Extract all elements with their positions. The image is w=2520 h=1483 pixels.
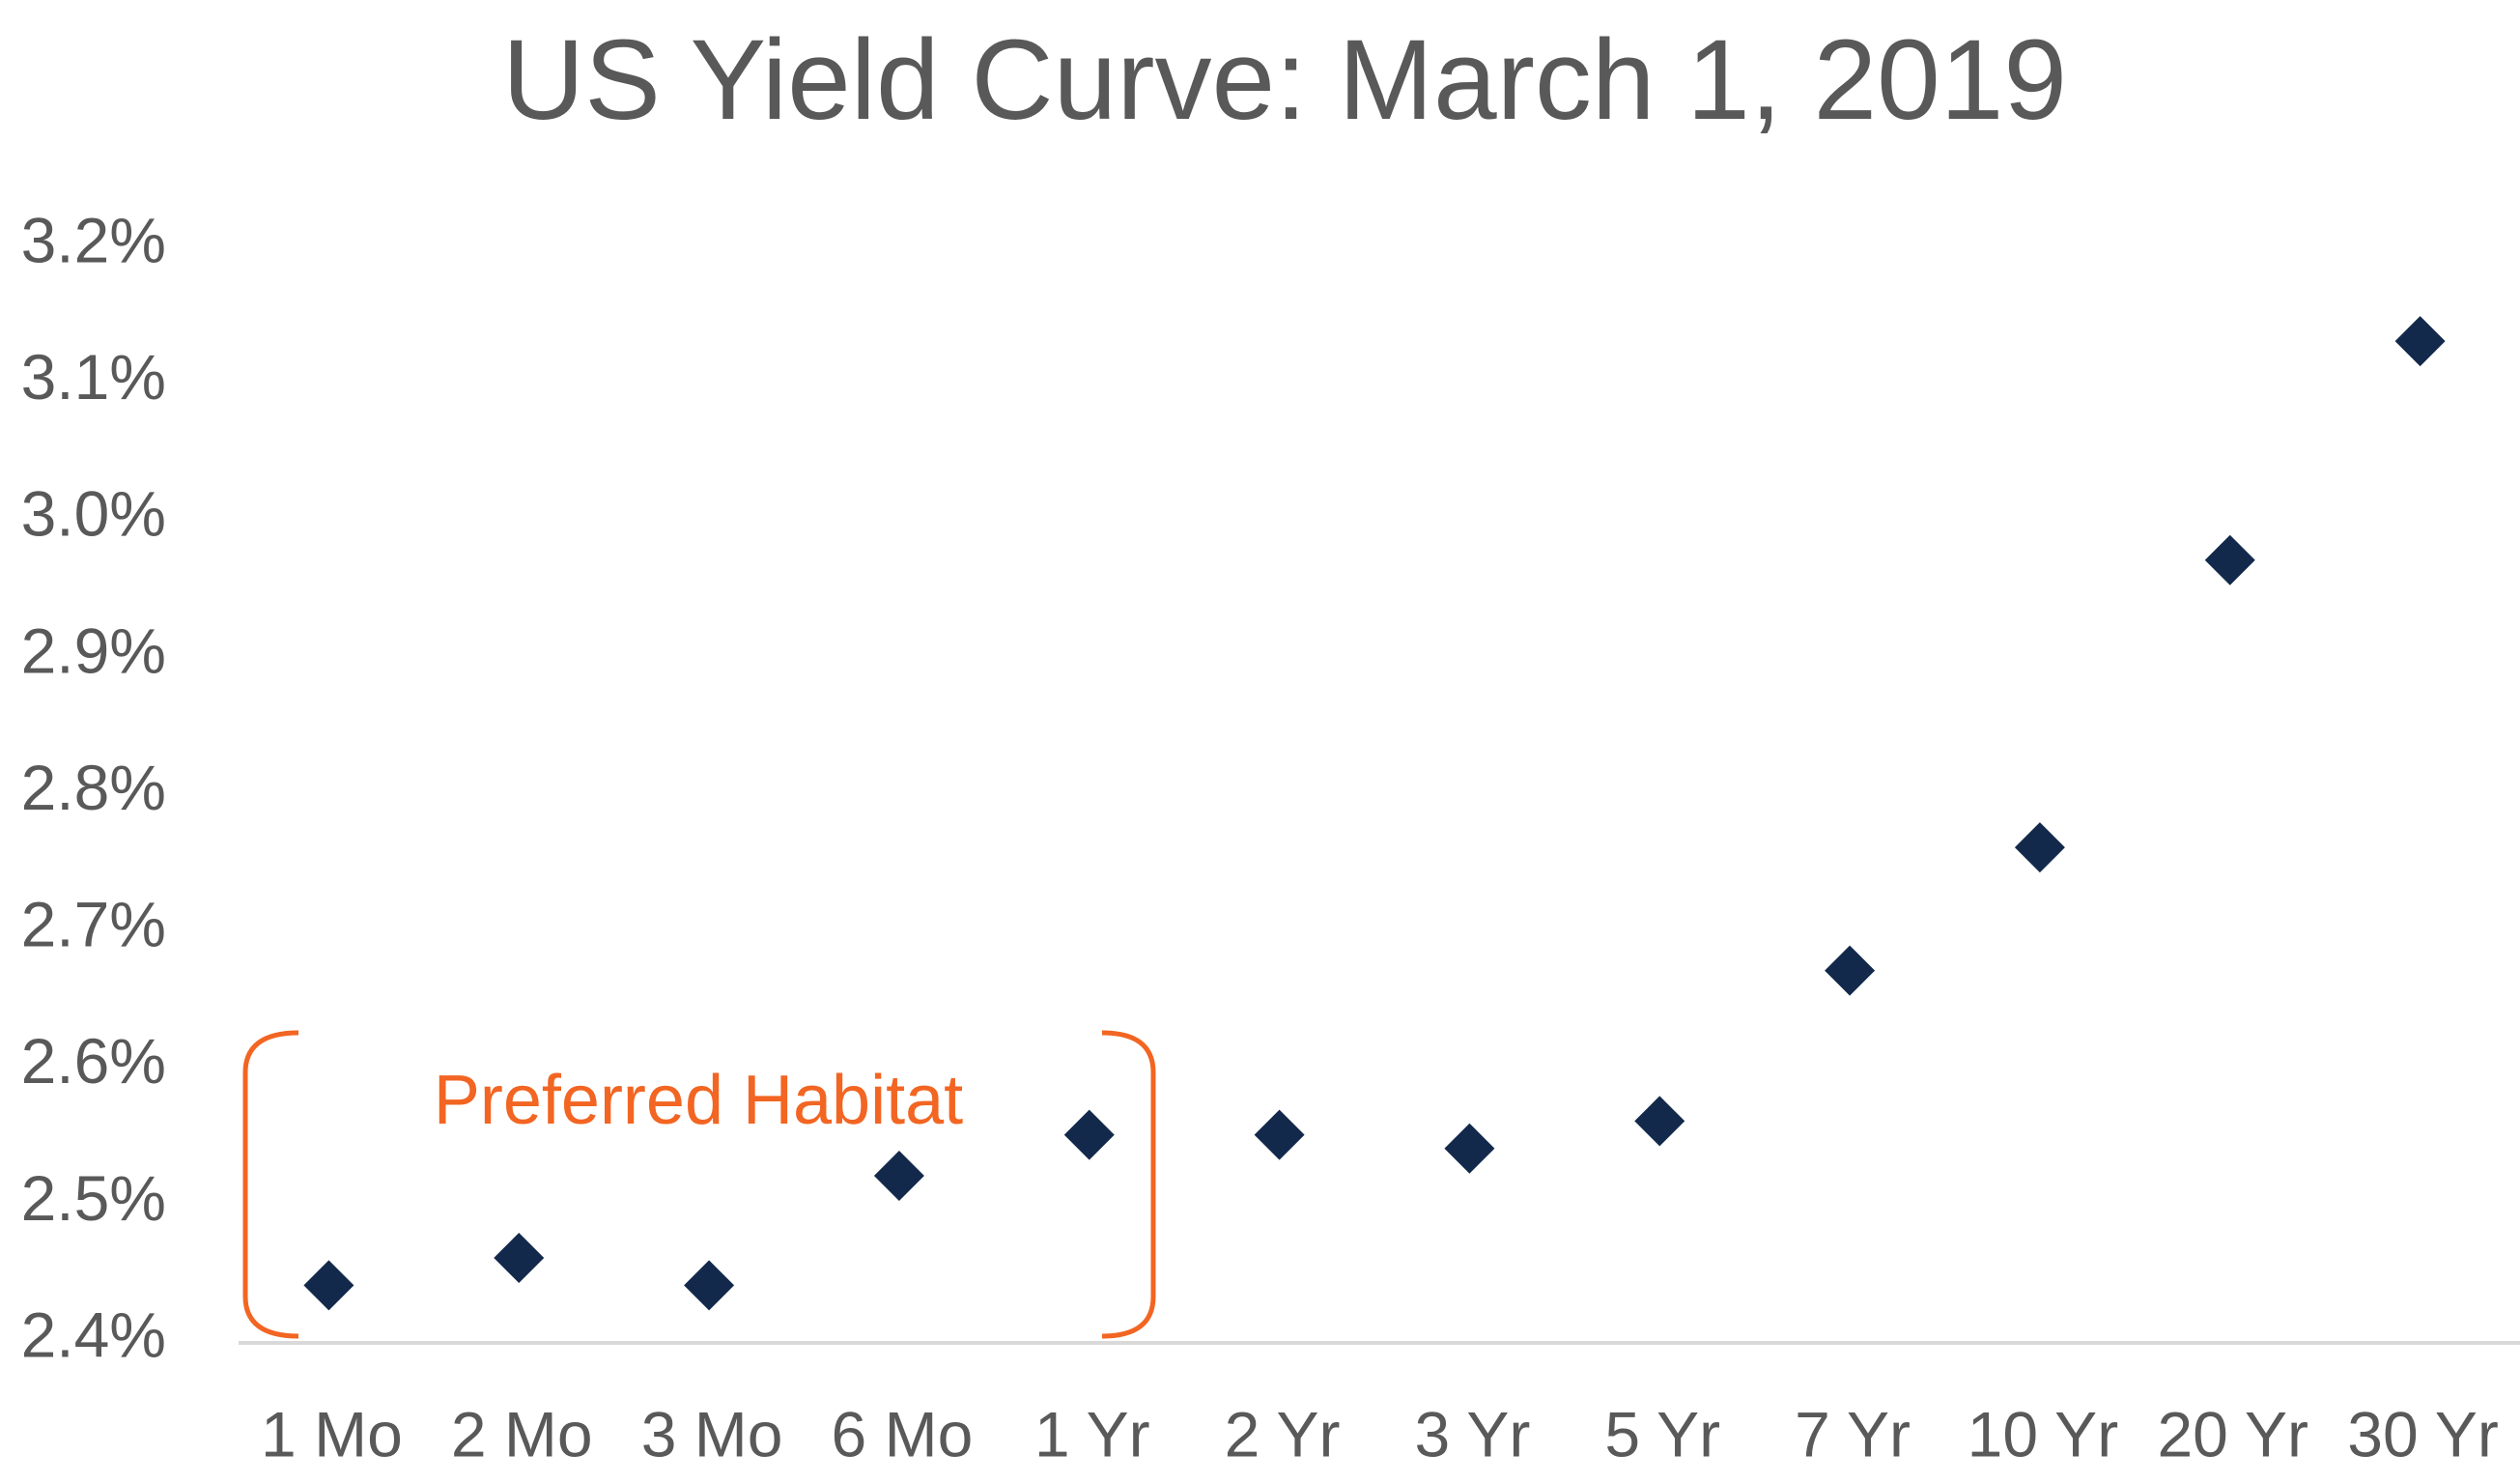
chart-title: US Yield Curve: March 1, 2019	[502, 16, 2067, 144]
y-tick-label: 2.7%	[21, 889, 166, 960]
marker	[1825, 945, 1876, 996]
x-tick-label: 30 Yr	[2347, 1398, 2499, 1469]
marker	[2394, 316, 2446, 367]
y-tick-label: 3.1%	[21, 341, 166, 413]
x-tick-label: 6 Mo	[832, 1398, 974, 1469]
marker	[303, 1260, 354, 1311]
marker	[1063, 1109, 1115, 1160]
x-tick-label: 3 Mo	[641, 1398, 783, 1469]
x-tick-label: 3 Yr	[1414, 1398, 1530, 1469]
y-tick-label: 2.6%	[21, 1025, 166, 1097]
marker	[873, 1151, 924, 1202]
y-tick-label: 3.2%	[21, 204, 166, 275]
x-tick-label: 5 Yr	[1604, 1398, 1720, 1469]
x-tick-label: 2 Mo	[451, 1398, 593, 1469]
y-tick-label: 2.9%	[21, 614, 166, 686]
y-tick-label: 3.0%	[21, 478, 166, 550]
marker	[1444, 1123, 1495, 1174]
y-tick-label: 2.5%	[21, 1162, 166, 1234]
marker	[1634, 1096, 1685, 1147]
x-tick-label: 1 Mo	[261, 1398, 403, 1469]
marker	[684, 1260, 735, 1311]
marker	[494, 1233, 545, 1284]
x-tick-label: 7 Yr	[1795, 1398, 1911, 1469]
bracket-right	[1101, 1030, 1156, 1339]
x-tick-label: 10 Yr	[1968, 1398, 2119, 1469]
x-tick-label: 1 Yr	[1034, 1398, 1150, 1469]
marker	[2204, 534, 2255, 585]
annotation: Preferred Habitat	[434, 1062, 963, 1139]
x-tick-label: 20 Yr	[2157, 1398, 2308, 1469]
marker	[1254, 1109, 1305, 1160]
x-tick-label: 2 Yr	[1225, 1398, 1341, 1469]
y-tick-label: 2.8%	[21, 752, 166, 823]
bracket-left	[242, 1030, 299, 1339]
y-tick-label: 2.4%	[21, 1298, 166, 1370]
marker	[2014, 822, 2065, 873]
